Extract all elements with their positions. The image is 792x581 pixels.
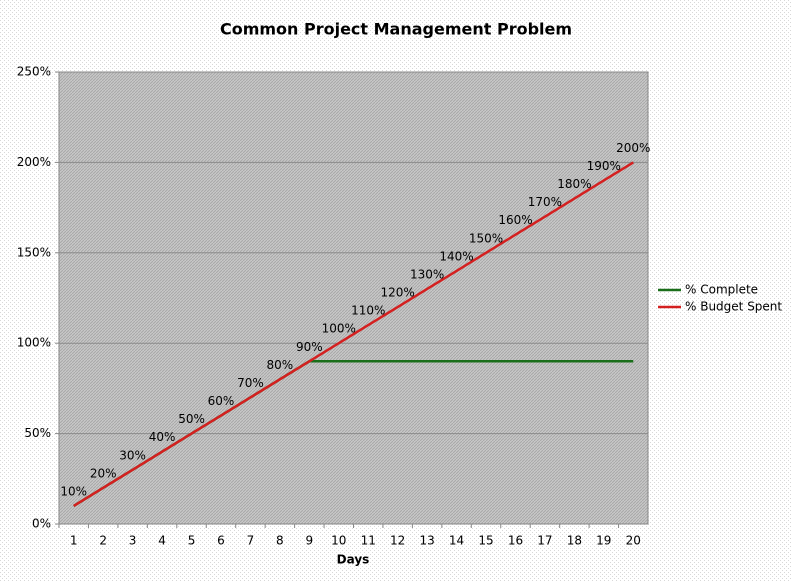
y-tick-label: 250% — [17, 65, 51, 79]
x-tick-label: 10 — [331, 534, 346, 548]
data-label: 170% — [528, 195, 562, 209]
data-label: 120% — [381, 286, 415, 300]
y-tick-label: 0% — [32, 517, 51, 531]
data-label: 130% — [410, 267, 444, 281]
data-label: 110% — [351, 304, 385, 318]
series-line — [73, 161, 634, 507]
x-tick-label: 5 — [188, 534, 196, 548]
data-label: 50% — [178, 412, 205, 426]
x-tick-label: 17 — [537, 534, 552, 548]
data-label: 190% — [587, 159, 621, 173]
y-tick-label: 150% — [17, 245, 51, 259]
x-tick-label: 8 — [276, 534, 284, 548]
x-tick-label: 16 — [508, 534, 523, 548]
x-tick-label: 2 — [99, 534, 107, 548]
data-label: 160% — [498, 213, 532, 227]
x-tick-label: 12 — [390, 534, 405, 548]
x-axis-title: Days — [337, 553, 370, 567]
plot-area — [58, 71, 649, 525]
data-label: 30% — [119, 448, 146, 462]
x-tick-label: 11 — [361, 534, 376, 548]
x-tick-label: 18 — [567, 534, 582, 548]
data-label: 140% — [439, 249, 473, 263]
chart-title: Common Project Management Problem — [220, 20, 572, 39]
data-label: 90% — [296, 340, 323, 354]
data-label: 20% — [90, 466, 117, 480]
x-tick-label: 1 — [70, 534, 78, 548]
data-label: 80% — [267, 358, 294, 372]
data-label: 100% — [322, 322, 356, 336]
data-label: 200% — [616, 141, 650, 155]
x-tick-label: 7 — [247, 534, 255, 548]
data-label: 40% — [149, 430, 176, 444]
x-tick-label: 3 — [129, 534, 137, 548]
x-tick-label: 20 — [626, 534, 641, 548]
x-tick-label: 14 — [449, 534, 464, 548]
data-label: 150% — [469, 231, 503, 245]
x-tick-label: 19 — [596, 534, 611, 548]
x-tick-label: 9 — [306, 534, 314, 548]
y-tick-label: 200% — [17, 155, 51, 169]
y-tick-label: 100% — [17, 336, 51, 350]
x-tick-label: 15 — [478, 534, 493, 548]
data-label: 70% — [237, 376, 264, 390]
legend-label: % Budget Spent — [685, 300, 782, 314]
data-label: 10% — [60, 484, 87, 498]
legend-label: % Complete — [685, 283, 758, 297]
y-tick-label: 50% — [24, 426, 51, 440]
data-label: 180% — [557, 177, 591, 191]
x-tick-label: 6 — [217, 534, 225, 548]
x-tick-label: 13 — [419, 534, 434, 548]
x-tick-label: 4 — [158, 534, 166, 548]
data-label: 60% — [208, 394, 235, 408]
